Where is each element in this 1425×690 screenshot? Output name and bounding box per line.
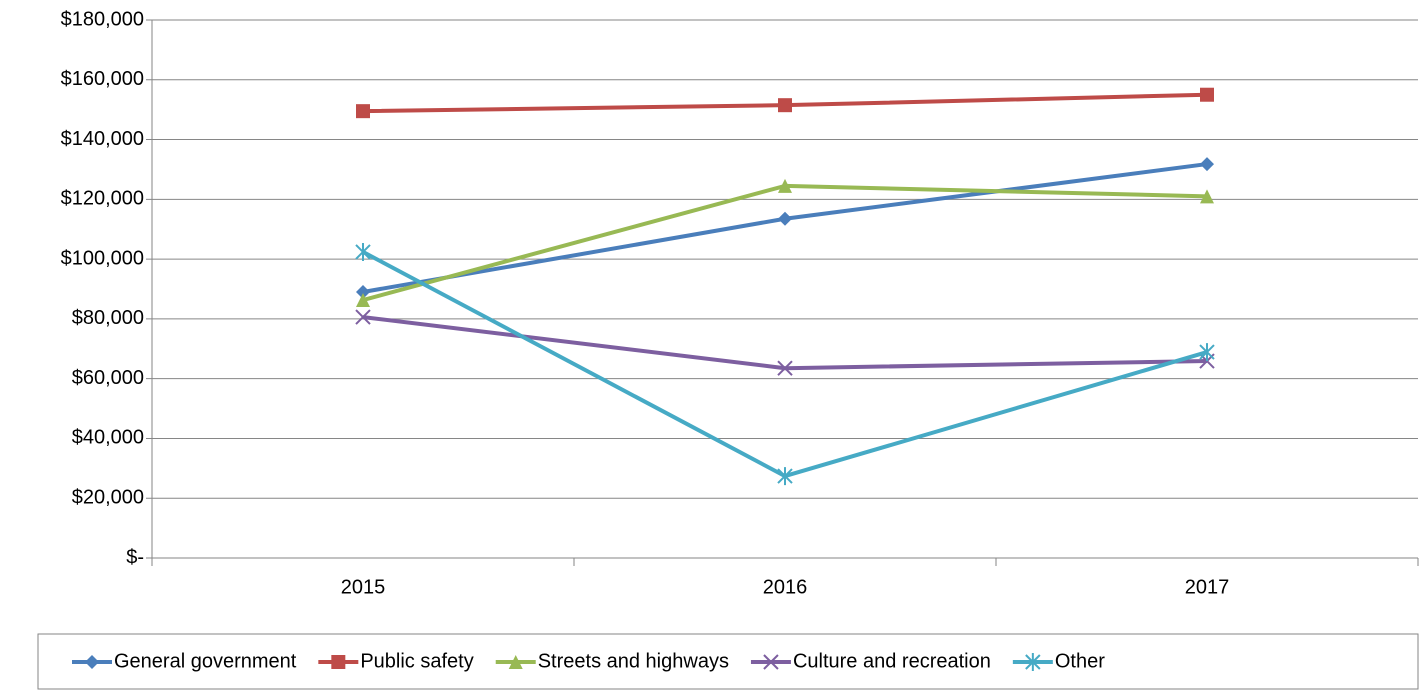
legend-marker bbox=[331, 655, 346, 669]
legend-label: General government bbox=[114, 650, 297, 672]
legend-label: Culture and recreation bbox=[793, 650, 991, 672]
legend-box bbox=[37, 633, 1419, 690]
marker bbox=[777, 360, 793, 376]
y-tick-label: $120,000 bbox=[61, 188, 144, 210]
legend-label: Public safety bbox=[360, 650, 473, 672]
x-tick-label: 2016 bbox=[763, 576, 808, 598]
legend-marker bbox=[1025, 653, 1041, 671]
legend-label: Streets and highways bbox=[538, 650, 729, 672]
y-tick-label: $180,000 bbox=[61, 8, 144, 30]
y-tick-label: $60,000 bbox=[72, 367, 144, 389]
marker bbox=[356, 293, 370, 308]
marker bbox=[355, 309, 371, 325]
marker bbox=[1200, 157, 1214, 172]
y-tick-label: $40,000 bbox=[72, 427, 144, 449]
y-tick-label: $20,000 bbox=[72, 487, 144, 509]
x-tick-label: 2017 bbox=[1185, 576, 1230, 598]
marker bbox=[778, 98, 792, 113]
marker bbox=[778, 178, 792, 193]
marker bbox=[1199, 343, 1215, 362]
marker bbox=[1200, 87, 1214, 102]
marker bbox=[777, 467, 793, 486]
series-line bbox=[362, 315, 1208, 371]
series-line bbox=[362, 183, 1208, 302]
legend-marker bbox=[763, 654, 779, 670]
y-tick-label: $160,000 bbox=[61, 68, 144, 90]
y-tick-label: $80,000 bbox=[72, 307, 144, 329]
y-tick-label: $140,000 bbox=[61, 128, 144, 150]
marker bbox=[355, 242, 371, 261]
y-tick-label: $- bbox=[126, 546, 144, 568]
legend-marker bbox=[508, 655, 523, 669]
legend-marker bbox=[85, 655, 99, 669]
marker bbox=[1200, 189, 1214, 204]
y-tick-label: $100,000 bbox=[61, 247, 144, 269]
marker bbox=[778, 211, 792, 226]
marker bbox=[356, 104, 370, 119]
legend-label: Other bbox=[1055, 650, 1105, 672]
marker bbox=[356, 284, 370, 299]
x-tick-label: 2015 bbox=[341, 576, 386, 598]
